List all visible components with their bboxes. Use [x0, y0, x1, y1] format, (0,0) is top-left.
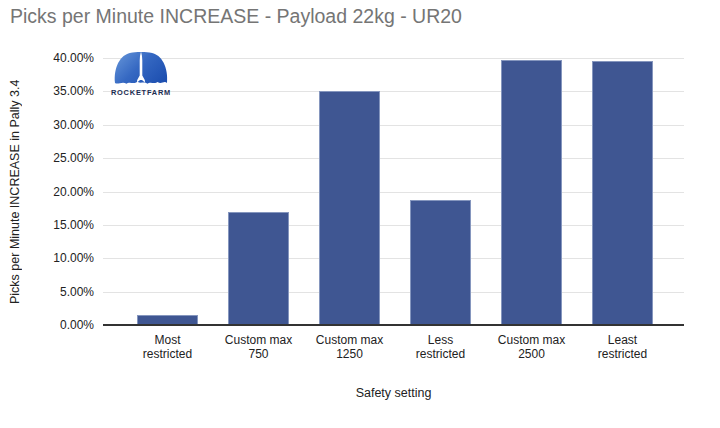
y-tick-label: 10.00% [53, 250, 94, 266]
bar-band [213, 58, 304, 325]
y-tick-label: 30.00% [53, 117, 94, 133]
y-tick-label: 35.00% [53, 83, 94, 99]
bar-band [577, 58, 668, 325]
x-tick-label: Custom max750 [213, 333, 304, 361]
bar-band [122, 58, 213, 325]
x-axis-line [103, 324, 684, 326]
y-tick-label: 5.00% [60, 284, 94, 300]
bar-band [486, 58, 577, 325]
bar-least-restricted [592, 61, 653, 325]
bars-layer [103, 58, 684, 325]
y-tick-label: 20.00% [53, 184, 94, 200]
bar-band [395, 58, 486, 325]
chart-canvas: Picks per Minute INCREASE - Payload 22kg… [0, 0, 720, 428]
x-tick-label: Lessrestricted [395, 333, 486, 361]
y-tick-label: 40.00% [53, 50, 94, 66]
chart-title: Picks per Minute INCREASE - Payload 22kg… [10, 5, 462, 28]
x-tick-label: Custom max1250 [304, 333, 395, 361]
bar-custom-max-2500 [501, 60, 562, 325]
y-axis-tick-labels: 0.00%5.00%10.00%15.00%20.00%25.00%30.00%… [0, 58, 94, 325]
x-axis-tick-labels: MostrestrictedCustom max750Custom max125… [122, 333, 668, 361]
mushroom-cloud-icon [115, 52, 167, 84]
rocketfarm-wordmark: ROCKETFARM [111, 88, 171, 97]
plot-area [103, 58, 684, 325]
bar-custom-max-1250 [319, 91, 380, 325]
rocketfarm-logo-graphic: ROCKETFARM [104, 49, 178, 97]
bar-custom-max-750 [228, 212, 289, 325]
y-tick-label: 15.00% [53, 217, 94, 233]
bar-band [304, 58, 395, 325]
rocketfarm-logo: ROCKETFARM [104, 49, 178, 97]
x-tick-label: Mostrestricted [122, 333, 213, 361]
x-axis-title: Safety setting [103, 386, 684, 400]
x-tick-label: Leastrestricted [577, 333, 668, 361]
bar-less-restricted [410, 200, 471, 325]
x-tick-label: Custom max2500 [486, 333, 577, 361]
y-tick-label: 0.00% [60, 317, 94, 333]
y-tick-label: 25.00% [53, 150, 94, 166]
